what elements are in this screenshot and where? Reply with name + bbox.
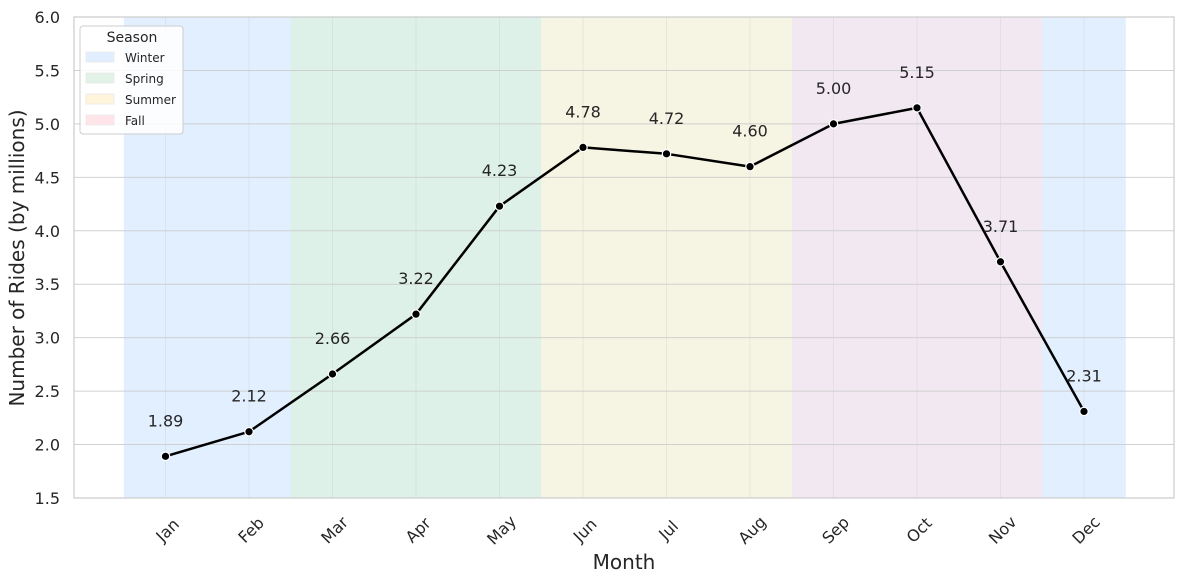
x-tick-label-jan: Jan xyxy=(151,515,183,547)
legend-label-fall: Fall xyxy=(125,114,145,128)
x-tick-label-nov: Nov xyxy=(985,512,1021,548)
x-tick-labels: Jan Feb Mar Apr May Jun Jul Aug Sep Oct Nov Dec xyxy=(151,512,1103,549)
x-axis-label: Month xyxy=(593,550,656,574)
data-label-feb: 2.12 xyxy=(231,387,267,406)
season-legend: Season Winter Spring Summer Fall xyxy=(79,25,184,135)
y-axis-label: Number of Rides (by millions) xyxy=(5,109,29,406)
legend-label-winter: Winter xyxy=(125,51,165,65)
x-tick-label-feb: Feb xyxy=(234,513,267,546)
data-label-apr: 3.22 xyxy=(398,269,434,288)
data-label-jun: 4.78 xyxy=(565,102,601,121)
data-label-jan: 1.89 xyxy=(148,411,184,430)
data-label-may: 4.23 xyxy=(482,161,518,180)
series-line xyxy=(165,106,1086,458)
data-label-mar: 2.66 xyxy=(315,329,351,348)
y-tick-label: 1.5 xyxy=(35,489,60,508)
x-tick-label-jun: Jun xyxy=(569,515,601,547)
data-point-may xyxy=(494,201,505,211)
legend-entries: Winter Spring Summer Fall xyxy=(85,51,176,128)
x-tick-label-sep: Sep xyxy=(818,513,853,548)
y-tick-label: 3.5 xyxy=(35,275,60,294)
y-tick-label: 3.0 xyxy=(35,329,60,348)
data-point-jun xyxy=(578,142,588,153)
data-point-mar xyxy=(327,369,338,379)
legend-title: Season xyxy=(107,30,158,46)
y-tick-label: 4.0 xyxy=(35,222,60,241)
y-tick-label: 5.0 xyxy=(35,115,60,134)
x-tick-label-may: May xyxy=(483,512,520,549)
y-tick-labels: 1.5 2.0 2.5 3.0 3.5 4.0 4.5 5.0 5.5 6.0 xyxy=(35,8,60,508)
x-tick-label-aug: Aug xyxy=(734,512,770,548)
data-labels: 1.89 2.12 2.66 3.22 4.23 4.78 4.72 4.60 5.00 5.15… xyxy=(148,63,1102,430)
x-tick-label-oct: Oct xyxy=(903,514,936,547)
x-tick-label-dec: Dec xyxy=(1068,512,1103,547)
data-label-dec: 2.31 xyxy=(1066,366,1102,385)
legend-swatch-winter xyxy=(85,51,115,63)
data-label-aug: 4.60 xyxy=(732,122,768,141)
x-tick-label-jul: Jul xyxy=(654,517,682,545)
data-label-jul: 4.72 xyxy=(649,109,685,128)
data-point-feb xyxy=(244,426,254,437)
legend-swatch-fall xyxy=(85,114,115,126)
legend-label-summer: Summer xyxy=(125,93,176,107)
data-label-sep: 5.00 xyxy=(816,79,852,98)
data-point-apr xyxy=(411,309,421,319)
legend-swatch-spring xyxy=(85,72,115,84)
data-point-nov xyxy=(995,256,1006,267)
y-tick-label: 4.5 xyxy=(35,168,60,187)
data-point-sep xyxy=(828,119,839,129)
data-point-jul xyxy=(661,149,672,159)
data-point-oct xyxy=(912,103,922,113)
data-point-aug xyxy=(745,161,755,172)
y-tick-label: 6.0 xyxy=(35,8,60,27)
y-tick-label: 5.5 xyxy=(35,61,60,80)
data-label-oct: 5.15 xyxy=(899,63,935,82)
y-tick-label: 2.0 xyxy=(35,436,60,455)
season-band-winter xyxy=(1042,17,1126,498)
season-bands xyxy=(123,17,1126,498)
data-label-nov: 3.71 xyxy=(983,217,1019,236)
x-tick-label-apr: Apr xyxy=(402,513,435,546)
legend-label-spring: Spring xyxy=(125,72,164,86)
plot-frame xyxy=(73,16,1175,499)
data-point-jan xyxy=(160,451,171,462)
x-tick-label-mar: Mar xyxy=(317,512,352,547)
season-band-summer xyxy=(541,17,792,498)
ride-series xyxy=(160,103,1089,462)
data-point-dec xyxy=(1079,406,1089,417)
legend-swatch-summer xyxy=(85,93,115,105)
season-band-spring xyxy=(290,17,542,498)
y-tick-label: 2.5 xyxy=(35,382,60,401)
